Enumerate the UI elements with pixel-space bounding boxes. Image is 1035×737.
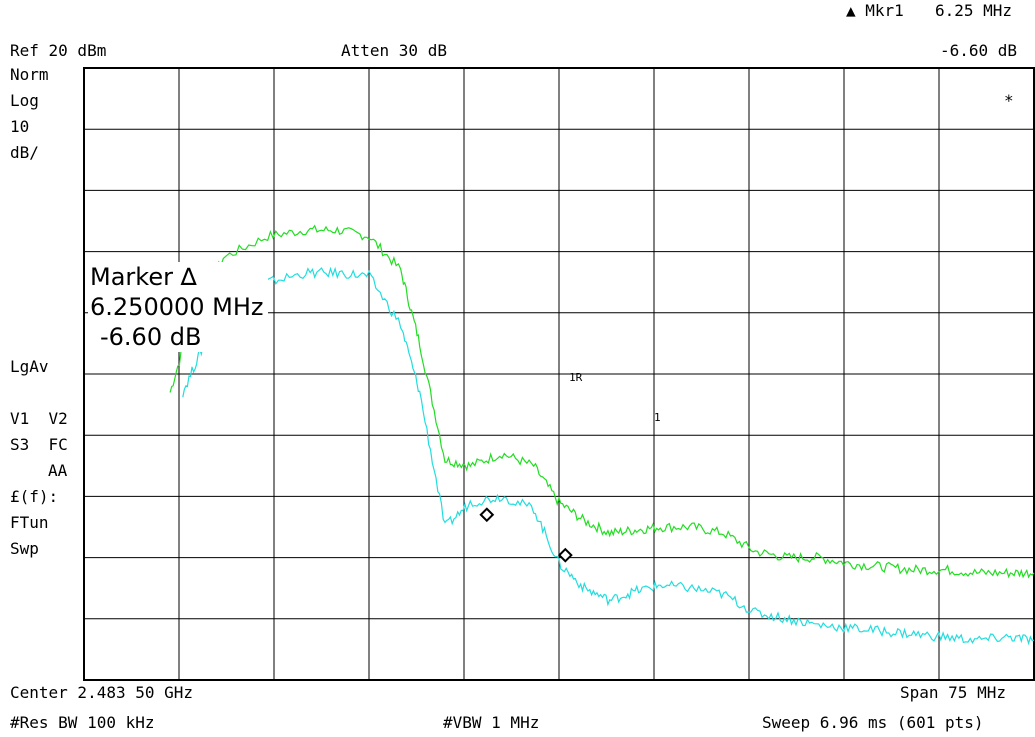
marker-readout-freq: 6.250000 MHz	[90, 293, 264, 321]
marker-title: ▲ Mkr1	[846, 1, 904, 20]
avg-mode: LgAv	[10, 357, 49, 376]
scale-unit: dB/	[10, 143, 39, 162]
trace-flags-2: S3 FC	[10, 435, 68, 454]
delta-marker-diamond	[557, 547, 573, 563]
trace-flags-1: V1 V2	[10, 409, 68, 428]
scale-mode: Norm	[10, 65, 49, 84]
attenuation: Atten 30 dB	[341, 41, 447, 60]
ref-level: Ref 20 dBm	[10, 41, 107, 60]
marker-readout: Marker ∆ 6.250000 MHz -6.60 dB	[88, 262, 268, 352]
ref-marker-label: 1R	[569, 371, 583, 384]
function-label: £(f):	[10, 487, 59, 506]
resolution-bandwidth: #Res BW 100 kHz	[10, 713, 155, 732]
scale-type: Log	[10, 91, 39, 110]
trace-flags-3: AA	[48, 461, 68, 480]
marker-readout-value: -6.60 dB	[100, 323, 202, 351]
video-bandwidth: #VBW 1 MHz	[443, 713, 540, 732]
marker-readout-title: Marker ∆	[90, 263, 197, 291]
span: Span 75 MHz	[900, 683, 1006, 702]
trace-line-1	[169, 224, 1035, 579]
marker-group	[479, 507, 573, 563]
delta-marker-label: 1	[654, 411, 661, 424]
sweep-label: Swp	[10, 539, 39, 558]
center-frequency: Center 2.483 50 GHz	[10, 683, 194, 702]
graticule-grid	[84, 68, 1034, 680]
marker-delta: -6.60 dB	[940, 41, 1018, 60]
trace-line-2	[182, 266, 1035, 646]
graticule-frame	[83, 67, 1035, 681]
function-value: FTun	[10, 513, 49, 532]
reference-marker-diamond	[479, 507, 495, 523]
sweep-time: Sweep 6.96 ms (601 pts)	[762, 713, 984, 732]
star-annotation: *	[1004, 91, 1014, 110]
scale-value: 10	[10, 117, 30, 136]
trace-group	[169, 224, 1035, 646]
marker-freq: 6.25 MHz	[935, 1, 1013, 20]
